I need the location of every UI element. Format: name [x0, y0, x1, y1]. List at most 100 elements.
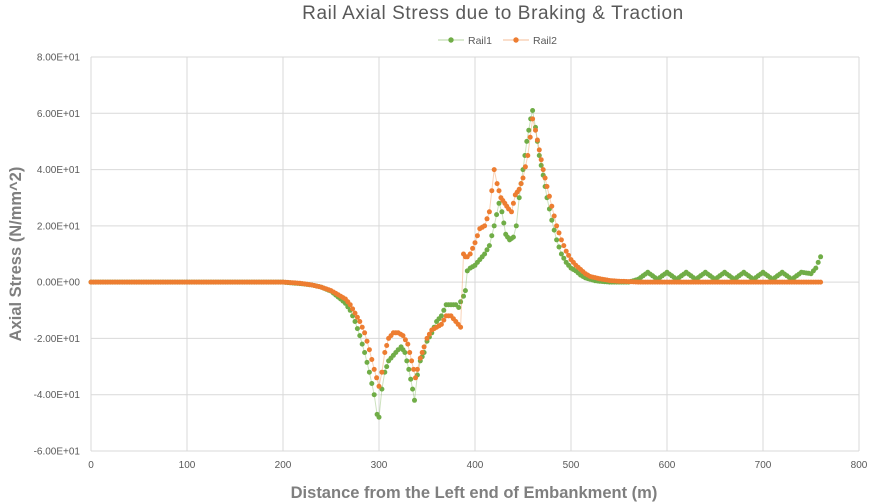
data-point-rail1 [499, 209, 505, 215]
data-point-rail1 [371, 392, 377, 398]
data-point-rail1 [496, 200, 502, 206]
data-point-rail2 [561, 243, 567, 249]
data-point-rail1 [486, 243, 492, 249]
data-point-rail1 [510, 234, 516, 240]
data-point-rail1 [813, 265, 819, 271]
data-point-rail1 [354, 326, 360, 332]
data-point-rail2 [371, 366, 377, 372]
data-point-rail2 [441, 317, 447, 323]
data-point-rail2 [482, 223, 488, 229]
data-point-rail2 [527, 134, 533, 140]
data-point-rail2 [405, 341, 411, 347]
data-point-rail2 [536, 147, 542, 153]
series-line [91, 118, 821, 387]
x-tick-label: 300 [371, 460, 388, 471]
x-tick-label: 800 [851, 460, 868, 471]
plot-area [88, 108, 824, 420]
data-point-rail1 [554, 237, 560, 243]
data-point-rail2 [409, 358, 415, 364]
chart-title: Rail Axial Stress due to Braking & Tract… [302, 3, 684, 24]
data-point-rail1 [404, 358, 410, 364]
data-point-rail2 [421, 344, 427, 350]
data-point-rail2 [546, 193, 552, 199]
tick-labels: 0 100 200 300 400 500 600 700 800 -6.00E+01 -4.00E… [34, 53, 868, 472]
data-point-rail1 [406, 366, 412, 372]
data-point-rail1 [438, 313, 444, 319]
data-point-rail1 [489, 233, 495, 239]
gridlines [90, 56, 860, 452]
x-tick-label: 500 [563, 460, 580, 471]
data-point-rail2 [818, 279, 824, 285]
legend-label-rail2: Rail2 [533, 35, 557, 47]
data-point-rail2 [419, 350, 425, 355]
data-point-rail2 [516, 186, 522, 192]
data-point-rail2 [417, 355, 423, 361]
data-point-rail2 [402, 337, 408, 343]
data-point-rail1 [538, 162, 544, 168]
data-point-rail1 [456, 305, 462, 310]
data-point-rail2 [374, 375, 380, 381]
data-point-rail1 [384, 364, 390, 370]
data-point-rail1 [441, 307, 447, 313]
data-point-rail2 [411, 366, 417, 372]
data-point-rail2 [400, 333, 406, 339]
data-point-rail1 [462, 288, 468, 294]
data-point-rail2 [352, 310, 358, 316]
y-axis-title: Axial Stress (N/mm^2) [7, 167, 25, 342]
data-point-rail2 [438, 321, 444, 327]
data-point-rail1 [364, 359, 370, 365]
data-point-rail2 [549, 203, 555, 209]
data-point-rail1 [524, 138, 530, 144]
data-point-rail1 [501, 220, 507, 226]
data-point-rail2 [534, 137, 540, 143]
data-point-rail2 [486, 209, 492, 215]
x-tick-label: 0 [88, 460, 94, 471]
data-point-rail2 [472, 240, 478, 246]
data-point-rail2 [458, 324, 464, 330]
data-point-rail1 [818, 254, 824, 260]
x-tick-label: 600 [659, 460, 676, 471]
legend: Rail1 Rail2 [438, 35, 557, 47]
y-tick-label: 8.00E+01 [37, 53, 81, 64]
data-point-rail1 [536, 153, 542, 158]
data-point-rail2 [556, 230, 562, 236]
data-point-rail2 [467, 251, 473, 257]
legend-label-rail1: Rail1 [468, 35, 492, 47]
y-tick-label: 0.00E+00 [37, 278, 81, 289]
data-point-rail2 [533, 127, 538, 133]
data-point-rail2 [522, 164, 528, 170]
data-point-rail2 [558, 237, 564, 243]
data-point-rail2 [563, 248, 569, 254]
data-point-rail2 [376, 383, 382, 389]
data-point-rail1 [359, 341, 365, 347]
data-point-rail2 [538, 157, 544, 163]
data-point-rail2 [384, 343, 390, 348]
data-point-rail1 [558, 251, 564, 257]
data-point-rail2 [509, 209, 514, 215]
legend-marker-rail1 [448, 37, 454, 43]
data-point-rail2 [414, 366, 420, 372]
legend-item-rail2: Rail2 [503, 35, 557, 47]
data-point-rail1 [412, 397, 417, 403]
series-line [91, 110, 822, 419]
x-tick-label: 700 [755, 460, 772, 471]
data-point-rail2 [510, 200, 516, 206]
data-point-rail2 [484, 216, 490, 222]
data-point-rail1 [461, 293, 466, 299]
data-point-rail2 [489, 188, 495, 194]
data-point-rail1 [815, 259, 821, 265]
data-point-rail1 [357, 333, 363, 339]
data-point-rail2 [366, 347, 372, 353]
data-point-rail2 [359, 324, 365, 330]
y-tick-label: 4.00E+01 [37, 165, 81, 176]
data-point-rail1 [556, 244, 562, 250]
data-point-rail2 [369, 357, 375, 362]
x-tick-label: 400 [467, 460, 484, 471]
y-tick-label: 6.00E+01 [37, 109, 81, 120]
data-point-rail2 [474, 233, 480, 239]
data-point-rail1 [458, 299, 464, 305]
data-point-rail2 [426, 331, 432, 337]
data-point-rail2 [530, 116, 536, 122]
